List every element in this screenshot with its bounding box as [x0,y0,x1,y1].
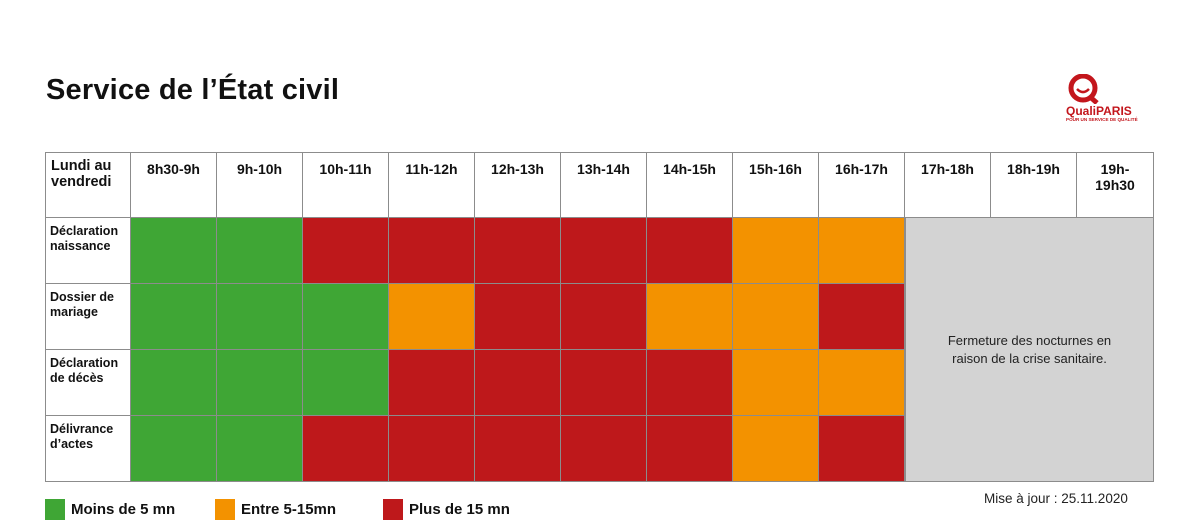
legend-item-red: Plus de 15 mn [383,499,510,520]
logo-tagline: POUR UN SERVICE DE QUALITÉ [1066,117,1138,122]
wait-time-table: Lundi au vendredi 8h30-9h 9h-10h 10h-11h… [45,152,1154,482]
wait-cell-red [389,416,475,482]
wait-cell-green [217,416,303,482]
time-slot-header: 18h-19h [991,152,1077,218]
wait-cell-red [647,218,733,284]
legend-item-orange: Entre 5-15mn [215,499,336,520]
row-label: Déclaration de décès [45,350,131,416]
row-label: Délivrance d’actes [45,416,131,482]
time-slot-header: 17h-18h [905,152,991,218]
wait-cell-red [819,416,905,482]
wait-cell-green [303,284,389,350]
wait-cell-orange [647,284,733,350]
time-slot-header: 14h-15h [647,152,733,218]
wait-cell-red [303,416,389,482]
wait-cell-red [303,218,389,284]
wait-cell-red [475,350,561,416]
wait-cell-red [647,350,733,416]
qualiparis-q-icon [1068,74,1099,104]
page-title: Service de l’État civil [46,74,340,106]
table-corner-label: Lundi au vendredi [45,152,131,218]
wait-cell-red [561,284,647,350]
update-date: Mise à jour : 25.11.2020 [984,491,1128,506]
row-label: Dossier de mariage [45,284,131,350]
legend-item-green: Moins de 5 mn [45,499,175,520]
legend-label: Moins de 5 mn [71,501,176,518]
time-slot-header: 8h30-9h [131,152,217,218]
legend-swatch-green [45,499,65,520]
time-slot-header: 10h-11h [303,152,389,218]
wait-cell-green [131,284,217,350]
row-label: Déclaration naissance [45,218,131,284]
wait-cell-red [561,416,647,482]
wait-cell-green [131,218,217,284]
wait-cell-red [389,218,475,284]
wait-cell-orange [819,350,905,416]
wait-cell-green [217,284,303,350]
wait-cell-green [131,350,217,416]
wait-cell-orange [819,218,905,284]
wait-cell-orange [733,416,819,482]
legend-label: Plus de 15 mn [409,501,510,518]
wait-cell-red [647,416,733,482]
time-slot-header: 19h-19h30 [1077,152,1154,218]
wait-cell-green [131,416,217,482]
time-slot-header: 15h-16h [733,152,819,218]
wait-cell-orange [733,218,819,284]
wait-cell-orange [389,284,475,350]
time-slot-header: 9h-10h [217,152,303,218]
closed-note-text: Fermeture des nocturnes en raison de la … [947,332,1112,366]
time-slot-header: 12h-13h [475,152,561,218]
legend-swatch-red [383,499,403,520]
wait-cell-red [561,350,647,416]
wait-cell-orange [733,284,819,350]
closed-hours-note: Fermeture des nocturnes en raison de la … [905,218,1154,482]
time-slot-header: 11h-12h [389,152,475,218]
time-slot-header: 16h-17h [819,152,905,218]
wait-cell-green [217,350,303,416]
legend-swatch-orange [215,499,235,520]
time-slot-header: 13h-14h [561,152,647,218]
wait-cell-red [475,218,561,284]
logo-name: QualiPARIS [1066,104,1132,118]
wait-cell-red [475,416,561,482]
qualiparis-logo: QualiPARIS POUR UN SERVICE DE QUALITÉ [1064,74,1144,124]
wait-cell-red [389,350,475,416]
wait-cell-green [303,350,389,416]
wait-cell-orange [733,350,819,416]
wait-cell-red [561,218,647,284]
wait-cell-green [217,218,303,284]
wait-cell-red [819,284,905,350]
legend-label: Entre 5-15mn [241,501,337,518]
wait-cell-red [475,284,561,350]
